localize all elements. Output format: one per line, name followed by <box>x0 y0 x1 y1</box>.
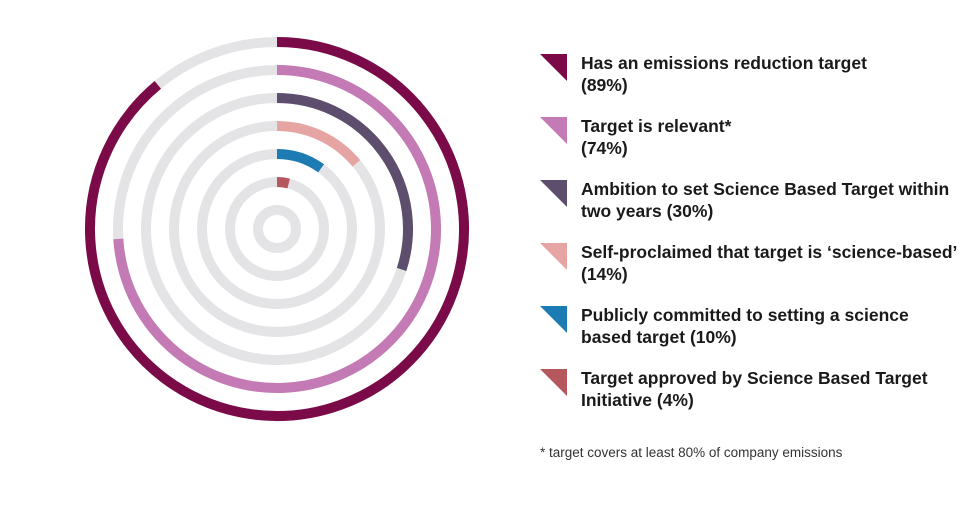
legend-label: Ambition to set Science Based Target wit… <box>581 179 950 221</box>
legend-label: Self-proclaimed that target is ‘science-… <box>581 242 957 262</box>
legend-swatch <box>540 306 567 333</box>
legend-value: (10%) <box>689 327 737 347</box>
ring-bar <box>276 121 361 167</box>
ring-track-inner <box>253 205 301 253</box>
legend-swatch <box>540 369 567 396</box>
legend-value: (74%) <box>581 138 628 158</box>
legend-label: Publicly committed to setting a science … <box>581 305 909 347</box>
legend-swatch <box>540 180 567 207</box>
footnote: * target covers at least 80% of company … <box>540 445 843 460</box>
ring-bar <box>276 177 290 189</box>
ring-track <box>197 149 357 309</box>
legend-value: (89%) <box>581 75 628 95</box>
legend-item: Target is relevant* (74%) <box>540 115 960 159</box>
ring-bar <box>113 65 441 393</box>
legend-item: Ambition to set Science Based Target wit… <box>540 178 960 222</box>
chart-legend: Has an emissions reduction target (89%) … <box>540 52 960 430</box>
legend-item: Self-proclaimed that target is ‘science-… <box>540 241 960 285</box>
ring-track <box>225 177 329 281</box>
legend-label: Target is relevant* <box>581 116 732 136</box>
legend-item: Has an emissions reduction target (89%) <box>540 52 960 96</box>
legend-label: Has an emissions reduction target <box>581 53 867 73</box>
legend-item: Target approved by Science Based Target … <box>540 367 960 411</box>
legend-label: Target approved by Science Based Target … <box>581 368 928 410</box>
legend-value: (14%) <box>581 264 628 284</box>
legend-swatch <box>540 54 567 81</box>
ring-bar <box>85 37 469 421</box>
ring-bar <box>276 149 325 173</box>
ring-bar <box>276 93 413 272</box>
legend-swatch <box>540 117 567 144</box>
legend-item: Publicly committed to setting a science … <box>540 304 960 348</box>
legend-value: (30%) <box>666 201 714 221</box>
legend-swatch <box>540 243 567 270</box>
legend-value: (4%) <box>656 390 694 410</box>
